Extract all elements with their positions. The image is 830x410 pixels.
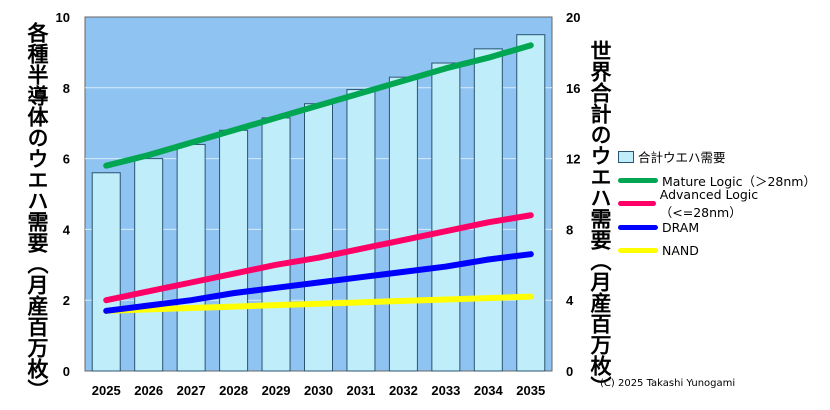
legend-label: Mature Logic（＞28nm） <box>662 173 816 189</box>
legend-swatch <box>618 150 634 163</box>
left-tick-label: 4 <box>63 222 71 237</box>
bar-2027 <box>176 143 206 372</box>
x-tick-label: 2032 <box>389 383 418 398</box>
left-tick-label: 6 <box>63 152 70 167</box>
left-tick-label: 8 <box>63 81 70 96</box>
bar-2025 <box>91 172 121 372</box>
legend-label: 合計ウエハ需要 <box>638 150 726 166</box>
bar-2030 <box>304 103 333 372</box>
bar-2033 <box>431 62 461 372</box>
copyright: (C) 2025 Takashi Yunogami <box>600 378 736 389</box>
x-tick-label: 2031 <box>346 383 375 398</box>
left-axis-label: 各種半導体のウエハ需要（月産百万枚） <box>25 22 49 400</box>
bar-2029 <box>261 117 291 372</box>
x-tick-label: 2033 <box>431 383 460 398</box>
legend-item-advanced-logic-nm-: Advanced Logic（<=28nm） <box>618 187 830 220</box>
line-dram <box>103 251 534 314</box>
bar-2028 <box>219 129 249 372</box>
right-tick-label: 16 <box>566 81 580 96</box>
legend-swatch <box>618 224 658 230</box>
right-tick-label: 8 <box>566 222 573 237</box>
right-tick-label: 4 <box>566 293 574 308</box>
left-tick-label: 0 <box>63 364 70 379</box>
x-tick-label: 2029 <box>262 383 291 398</box>
x-tick-label: 2025 <box>92 383 121 398</box>
x-tick-label: 2027 <box>177 383 206 398</box>
x-tick-label: 2026 <box>134 383 163 398</box>
legend-swatch <box>618 248 658 254</box>
right-axis-label: 世界合計のウエハ需要（月産百万枚） <box>588 40 612 397</box>
line-advanced-logic-nm- <box>103 212 534 304</box>
bar-2032 <box>388 76 418 372</box>
bar-2031 <box>346 89 376 372</box>
legend-item-mature-logic-nm-: Mature Logic（＞28nm） <box>618 169 830 193</box>
legend-label: Advanced Logic（<=28nm） <box>659 186 759 220</box>
line-mature-logic-nm- <box>103 42 534 169</box>
legend-item-total: 合計ウエハ需要 <box>618 145 830 169</box>
legend-item-nand: NAND <box>618 239 830 263</box>
legend-swatch <box>618 201 656 207</box>
right-tick-label: 0 <box>566 364 573 379</box>
left-tick-label: 10 <box>56 10 70 25</box>
bar-2034 <box>473 48 503 372</box>
bar-2035 <box>516 34 546 372</box>
legend-item-dram: DRAM <box>618 216 830 240</box>
right-tick-label: 20 <box>566 10 580 25</box>
x-tick-label: 2028 <box>219 383 248 398</box>
legend-label: NAND <box>662 243 699 259</box>
x-tick-label: 2030 <box>304 383 333 398</box>
legend: 合計ウエハ需要 Mature Logic（＞28nm） Advanced Logic… <box>618 145 830 263</box>
legend-swatch <box>618 177 658 183</box>
line-nand <box>103 293 534 314</box>
x-tick-label: 2034 <box>474 383 504 398</box>
bar-2026 <box>134 158 164 372</box>
right-tick-label: 12 <box>566 152 580 167</box>
legend-label: DRAM <box>662 219 700 235</box>
x-tick-label: 2035 <box>516 383 545 398</box>
left-tick-label: 2 <box>63 293 70 308</box>
